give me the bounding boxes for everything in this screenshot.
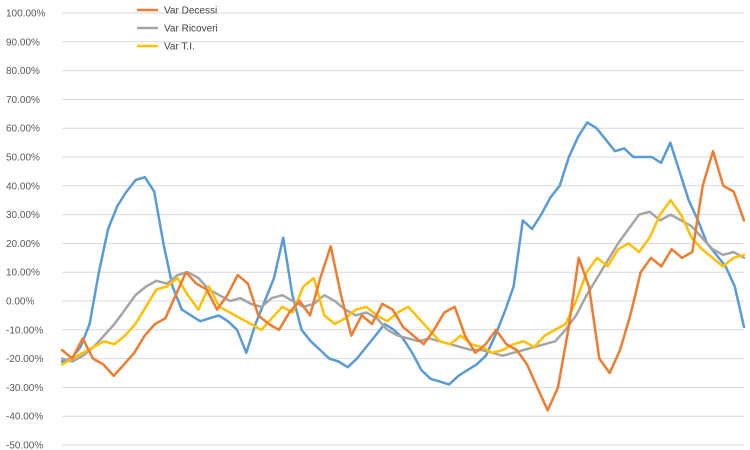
y-tick-label: 100.00%: [6, 9, 46, 20]
legend-label-var-ti: Var T.I.: [164, 42, 195, 53]
y-tick-label: -30.00%: [6, 383, 43, 394]
series-lines: [60, 121, 746, 412]
y-tick-label: 20.00%: [6, 239, 40, 250]
y-tick-label: 80.00%: [6, 66, 40, 77]
y-tick-label: -40.00%: [6, 412, 43, 423]
series-line-var-decessi: [60, 149, 746, 412]
legend-label-var-ricoveri: Var Ricoveri: [164, 24, 218, 35]
y-tick-label: 50.00%: [6, 153, 40, 164]
y-tick-label: -20.00%: [6, 354, 43, 365]
y-tick-label: 10.00%: [6, 268, 40, 279]
y-tick-label: -10.00%: [6, 325, 43, 336]
series-line-var-t-i: [60, 198, 746, 366]
legend: Var Decessi Var Ricoveri Var T.I.: [137, 6, 218, 53]
y-tick-label: 60.00%: [6, 124, 40, 135]
gridlines: [62, 12, 744, 446]
y-tick-label: 0.00%: [6, 297, 34, 308]
y-tick-label: 30.00%: [6, 210, 40, 221]
y-tick-label: -50.00%: [6, 441, 43, 450]
y-tick-label: 40.00%: [6, 181, 40, 192]
series-line-var-ricoveri: [60, 210, 746, 363]
y-axis-tick-labels: 100.00% 90.00% 80.00% 70.00% 60.00% 50.00% 40.…: [6, 9, 46, 450]
legend-label-var-decessi: Var Decessi: [164, 6, 217, 17]
y-tick-label: 70.00%: [6, 95, 40, 106]
y-tick-label: 90.00%: [6, 37, 40, 48]
